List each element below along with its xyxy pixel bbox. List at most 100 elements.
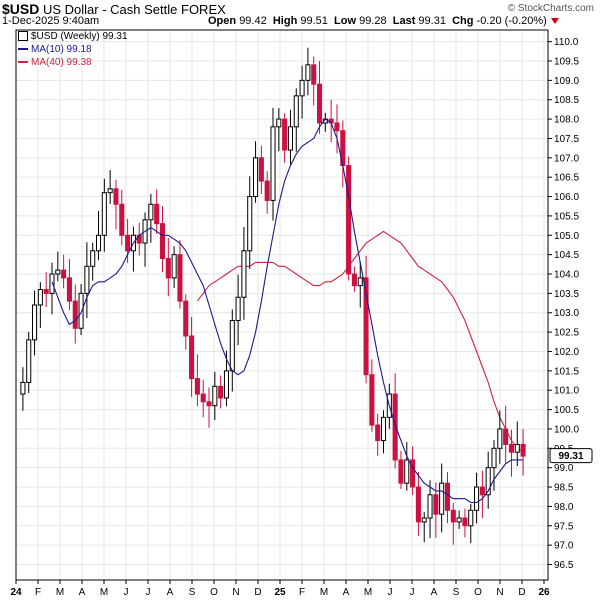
candle-body bbox=[474, 486, 480, 511]
open-value: 99.42 bbox=[239, 15, 267, 27]
low-label: Low bbox=[334, 15, 357, 27]
candle-body bbox=[503, 428, 509, 445]
candle-body bbox=[456, 517, 462, 523]
x-tick-label: D bbox=[254, 587, 261, 598]
candle-body bbox=[287, 126, 293, 151]
candle-body bbox=[479, 486, 485, 496]
candle-body bbox=[200, 393, 206, 403]
chg-label: Chg bbox=[452, 15, 474, 27]
candle-body bbox=[90, 250, 96, 267]
y-tick-label: 104.0 bbox=[554, 270, 579, 281]
x-tick-label: S bbox=[189, 587, 196, 598]
y-tick-label: 98.5 bbox=[554, 483, 574, 494]
x-tick-label: J bbox=[410, 587, 415, 598]
chg-value: -0.20 (-0.20%) bbox=[476, 15, 547, 27]
candle-body bbox=[206, 401, 212, 407]
chart-datetime: 1-Dec-2025 9:40am bbox=[2, 15, 100, 27]
legend-ma10: MA(10) 99.18 bbox=[18, 43, 128, 56]
candle-body bbox=[101, 192, 107, 236]
candle-body bbox=[415, 486, 421, 523]
low-value: 99.28 bbox=[359, 15, 387, 27]
y-tick-label: 106.0 bbox=[554, 192, 579, 203]
x-tick-label: 26 bbox=[538, 587, 550, 598]
x-tick-label: O bbox=[474, 587, 482, 598]
candle-body bbox=[32, 304, 38, 341]
candle-body bbox=[363, 277, 369, 376]
candle-body bbox=[247, 196, 253, 252]
candle-body bbox=[148, 203, 154, 221]
candle-body bbox=[305, 64, 311, 81]
candle-body bbox=[404, 459, 410, 484]
y-tick-label: 102.0 bbox=[554, 347, 579, 358]
candle-body bbox=[468, 509, 474, 527]
x-tick-label: D bbox=[518, 587, 525, 598]
candle-body bbox=[293, 95, 299, 128]
candle-body bbox=[375, 424, 381, 442]
candle-body bbox=[270, 126, 276, 201]
x-tick-label: J bbox=[146, 587, 151, 598]
candle-body bbox=[450, 509, 456, 523]
y-tick-label: 107.0 bbox=[554, 153, 579, 164]
candle-body bbox=[125, 234, 131, 252]
candle-body bbox=[433, 494, 439, 515]
y-tick-label: 101.0 bbox=[554, 386, 579, 397]
candle-body bbox=[241, 250, 247, 298]
candle-body bbox=[392, 393, 398, 461]
x-tick-label: M bbox=[320, 587, 328, 598]
candle-body bbox=[26, 339, 32, 383]
candle-body bbox=[165, 258, 171, 279]
y-tick-label: 97.0 bbox=[554, 541, 574, 552]
x-tick-label: 25 bbox=[274, 587, 286, 598]
candle-body bbox=[497, 428, 503, 449]
legend-ma40: MA(40) 99.38 bbox=[18, 56, 128, 69]
candle-body bbox=[346, 165, 352, 275]
y-tick-label: 104.5 bbox=[554, 250, 579, 261]
y-tick-label: 105.5 bbox=[554, 211, 579, 222]
candle-body bbox=[444, 482, 451, 511]
plot-frame bbox=[15, 29, 549, 581]
y-tick-label: 105.0 bbox=[554, 231, 579, 242]
last-price-tag bbox=[549, 448, 593, 464]
x-tick-label: M bbox=[56, 587, 64, 598]
y-tick-label: 102.5 bbox=[554, 328, 579, 339]
y-tick-label: 100.0 bbox=[554, 424, 579, 435]
candle-body bbox=[357, 277, 363, 287]
candle-body bbox=[514, 443, 520, 453]
candle-body bbox=[421, 517, 427, 523]
candle-body bbox=[380, 416, 387, 442]
candle-body bbox=[189, 335, 195, 380]
candle-body bbox=[212, 385, 218, 407]
quote-bar: Open 99.42 High 99.51 Low 99.28 Last 99.… bbox=[208, 15, 559, 27]
x-tick-label: F bbox=[299, 587, 305, 598]
candle-body bbox=[520, 443, 526, 457]
candle-body bbox=[462, 517, 468, 527]
candle-body bbox=[66, 277, 72, 302]
y-tick-label: 108.5 bbox=[554, 95, 579, 106]
x-tick-label: J bbox=[124, 587, 129, 598]
symbol-name: US Dollar - Cash Settle bbox=[42, 2, 178, 17]
candle-body bbox=[72, 300, 78, 329]
candle-body bbox=[159, 223, 166, 260]
candle-body bbox=[78, 292, 84, 329]
x-tick-label: A bbox=[431, 587, 438, 598]
y-tick-label: 103.0 bbox=[554, 308, 579, 319]
y-tick-label: 98.0 bbox=[554, 502, 574, 513]
candle-body bbox=[61, 269, 67, 279]
candle-body bbox=[282, 118, 288, 151]
candle-body bbox=[43, 289, 49, 294]
candle-body bbox=[107, 188, 113, 194]
candle-body bbox=[299, 79, 305, 97]
ma10-line bbox=[51, 118, 524, 504]
candle-body bbox=[95, 234, 102, 252]
x-tick-label: M bbox=[100, 587, 108, 598]
candle-body bbox=[194, 378, 200, 395]
y-tick-label: 99.0 bbox=[554, 463, 574, 474]
ma40-swatch bbox=[18, 61, 28, 64]
y-tick-label: 103.5 bbox=[554, 289, 579, 300]
last-value: 99.31 bbox=[418, 15, 446, 27]
y-tick-label: 97.5 bbox=[554, 521, 574, 532]
y-tick-label: 106.5 bbox=[554, 173, 579, 184]
symbol: $USD bbox=[2, 1, 40, 17]
candle-body bbox=[491, 447, 497, 469]
x-tick-label: N bbox=[496, 587, 503, 598]
